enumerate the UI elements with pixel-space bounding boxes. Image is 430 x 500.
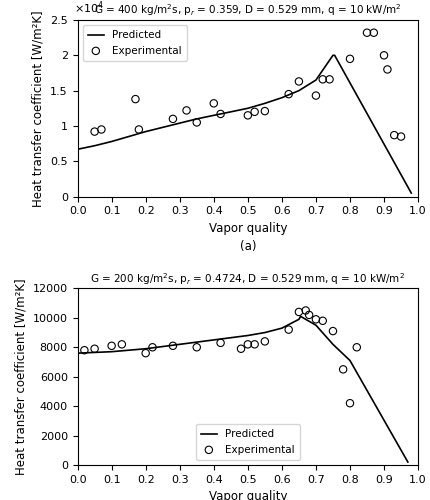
Experimental — [251, 108, 258, 116]
Experimental — [312, 92, 319, 100]
Predicted — [211, 337, 216, 343]
Predicted — [331, 52, 336, 59]
Predicted — [329, 52, 335, 59]
Experimental — [210, 100, 217, 108]
Experimental — [91, 128, 98, 136]
Predicted — [160, 344, 165, 349]
Predicted — [194, 339, 199, 345]
Experimental — [319, 317, 326, 325]
Predicted — [404, 459, 409, 465]
Predicted — [245, 332, 250, 338]
Experimental — [217, 339, 224, 347]
Experimental — [108, 342, 115, 350]
Predicted — [211, 112, 216, 118]
Experimental — [295, 308, 302, 316]
Experimental — [295, 78, 302, 86]
Experimental — [362, 28, 369, 36]
Experimental — [169, 115, 176, 123]
Experimental — [98, 126, 104, 134]
Experimental — [326, 76, 332, 84]
Predicted — [143, 128, 148, 134]
Y-axis label: Heat transfer coefficient [W/m²K]: Heat transfer coefficient [W/m²K] — [14, 278, 27, 475]
Experimental — [237, 344, 244, 352]
Experimental — [369, 28, 376, 36]
Experimental — [244, 340, 251, 348]
Text: (a): (a) — [239, 240, 255, 252]
Y-axis label: Heat transfer coefficient [W/m²K]: Heat transfer coefficient [W/m²K] — [31, 10, 44, 206]
Experimental — [380, 52, 387, 60]
Predicted — [177, 342, 182, 347]
Predicted — [279, 94, 284, 100]
X-axis label: Vapor quality: Vapor quality — [208, 490, 286, 500]
Experimental — [118, 340, 125, 348]
Experimental — [301, 306, 308, 314]
Predicted — [329, 342, 335, 347]
Line: Predicted: Predicted — [77, 56, 410, 193]
Predicted — [92, 350, 97, 356]
Line: Predicted: Predicted — [77, 316, 407, 462]
Predicted — [408, 190, 413, 196]
Experimental — [285, 90, 292, 98]
Legend: Predicted, Experimental: Predicted, Experimental — [83, 25, 186, 61]
Experimental — [244, 112, 251, 120]
Predicted — [313, 77, 318, 83]
Experimental — [132, 95, 138, 103]
Predicted — [279, 325, 284, 331]
Experimental — [312, 316, 319, 324]
Experimental — [390, 131, 397, 139]
Experimental — [149, 344, 156, 351]
Predicted — [109, 348, 114, 354]
Experimental — [346, 55, 353, 63]
Experimental — [193, 344, 200, 351]
Experimental — [135, 126, 142, 134]
Experimental — [383, 66, 390, 74]
Experimental — [169, 342, 176, 350]
Experimental — [261, 338, 267, 345]
Predicted — [160, 124, 165, 130]
Predicted — [228, 334, 233, 340]
Experimental — [251, 340, 258, 348]
Experimental — [285, 326, 292, 334]
X-axis label: Vapor quality: Vapor quality — [208, 222, 286, 235]
Predicted — [313, 322, 318, 328]
Text: $\times$10$^4$: $\times$10$^4$ — [74, 0, 104, 16]
Predicted — [296, 316, 301, 322]
Predicted — [75, 350, 80, 356]
Predicted — [109, 138, 114, 144]
Experimental — [142, 349, 149, 357]
Predicted — [297, 314, 302, 320]
Predicted — [228, 109, 233, 115]
Title: G = 200 kg/m$^2$s, p$_r$ = 0.4724, D = 0.529 mm, q = 10 kW/m$^2$: G = 200 kg/m$^2$s, p$_r$ = 0.4724, D = 0… — [90, 271, 404, 287]
Experimental — [319, 76, 326, 84]
Predicted — [177, 120, 182, 126]
Experimental — [305, 311, 312, 319]
Experimental — [261, 107, 267, 115]
Predicted — [261, 100, 267, 106]
Experimental — [346, 399, 353, 407]
Predicted — [92, 142, 97, 148]
Experimental — [353, 344, 359, 351]
Experimental — [81, 346, 88, 354]
Experimental — [339, 366, 346, 374]
Predicted — [347, 358, 352, 364]
Predicted — [126, 134, 131, 140]
Experimental — [217, 110, 224, 118]
Predicted — [296, 88, 301, 94]
Experimental — [183, 106, 190, 114]
Predicted — [194, 116, 199, 122]
Experimental — [193, 118, 200, 126]
Predicted — [143, 346, 148, 352]
Predicted — [75, 146, 80, 152]
Legend: Predicted, Experimental: Predicted, Experimental — [195, 424, 299, 460]
Title: G = 400 kg/m$^2$s, p$_r$ = 0.359, D = 0.529 mm, q = 10 kW/m$^2$: G = 400 kg/m$^2$s, p$_r$ = 0.359, D = 0.… — [94, 2, 401, 18]
Predicted — [126, 347, 131, 353]
Experimental — [396, 132, 403, 140]
Predicted — [245, 106, 250, 112]
Experimental — [329, 327, 335, 335]
Experimental — [91, 344, 98, 352]
Predicted — [261, 330, 267, 336]
